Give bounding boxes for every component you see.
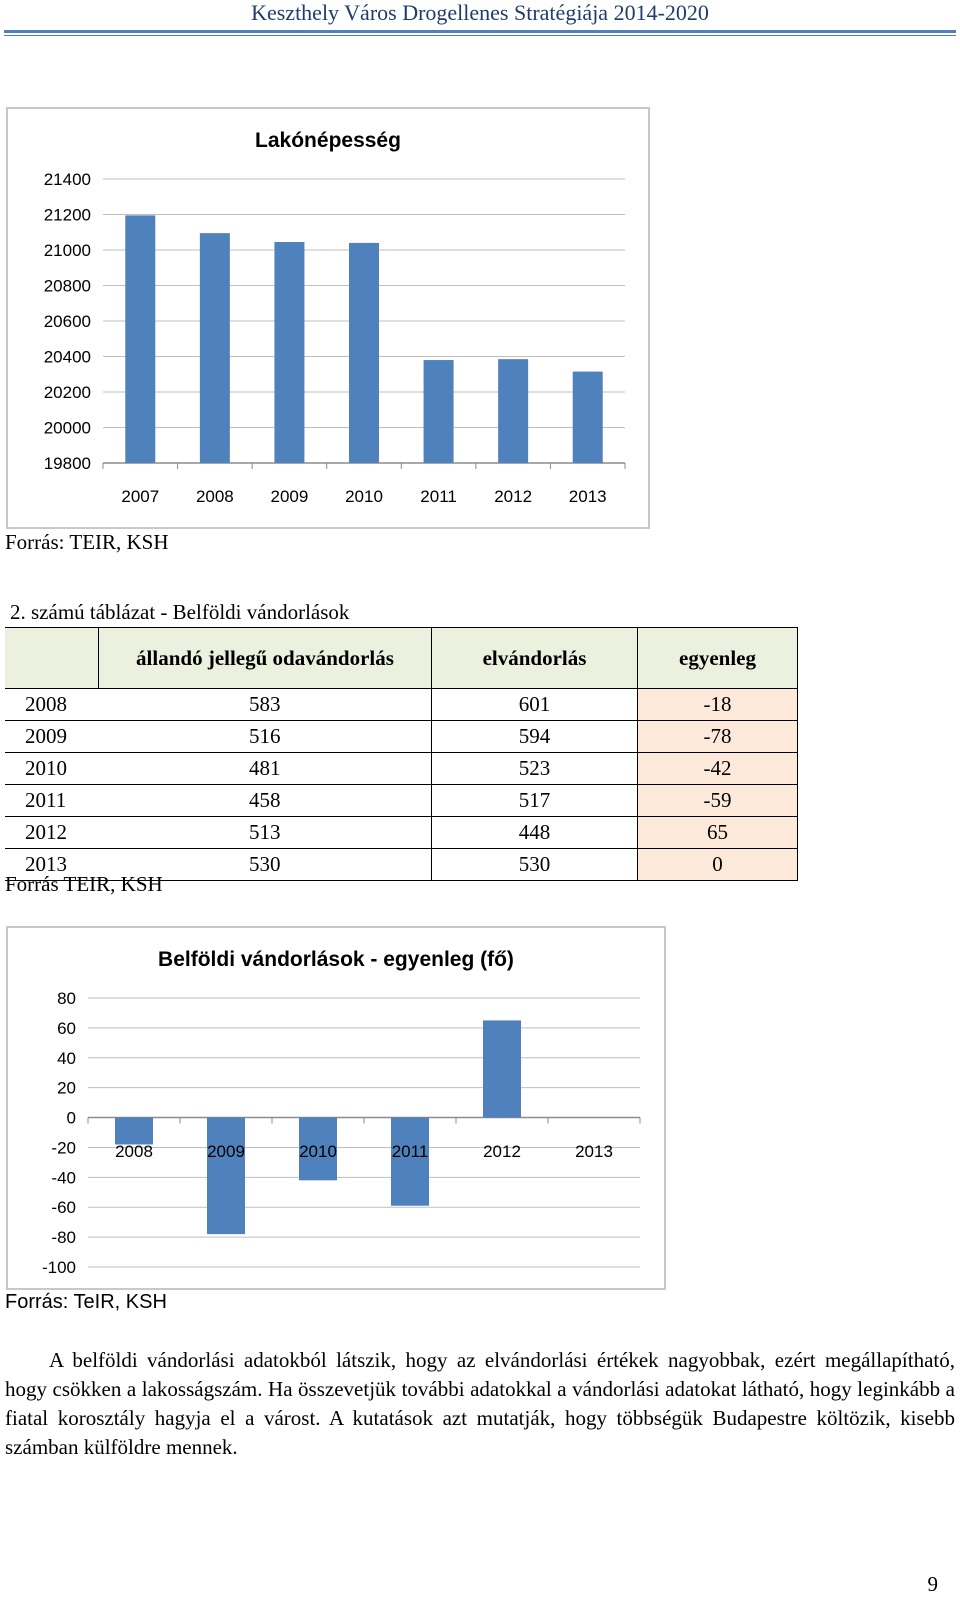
- balance-cell: 65: [637, 816, 798, 849]
- y-tick-label: 21400: [44, 170, 91, 189]
- emigration-cell: 517: [431, 784, 638, 817]
- table-body: 2008 583 601 -18 2009 516 594 -78 2010 481 523 -42 2…: [5, 688, 798, 881]
- header-cell-emigration: elvándorlás: [431, 627, 638, 689]
- immigration-cell: 583: [98, 688, 432, 721]
- x-tick-label: 2012: [494, 487, 532, 506]
- source-note-3: Forrás: TeIR, KSH: [5, 1291, 167, 1313]
- x-tick-label: 2010: [345, 487, 383, 506]
- migration-balance-chart-svg: Belföldi vándorlások - egyenleg (fő) 80 60…: [42, 948, 641, 1277]
- header-rule-thin: [4, 35, 956, 36]
- y-tick-label: -80: [51, 1228, 76, 1247]
- bar-2011: [391, 1117, 429, 1206]
- x-tick-label: 2007: [121, 487, 159, 506]
- y-tick-label: 40: [57, 1049, 76, 1068]
- emigration-cell: 594: [431, 720, 638, 753]
- y-tick-label: 20: [57, 1079, 76, 1098]
- source-note-2: Forrás TEIR, KSH: [5, 872, 163, 896]
- emigration-cell: 601: [431, 688, 638, 721]
- bar-2007: [125, 215, 156, 463]
- bar-2011: [423, 360, 454, 463]
- year-cell: 2011: [5, 784, 99, 817]
- x-tick-label: 2008: [196, 487, 234, 506]
- body-paragraph: A belföldi vándorlási adatokból látszik,…: [5, 1346, 955, 1462]
- population-chart-svg: Lakónépesség 21400 21200 21000 20800 20600 204…: [44, 129, 626, 506]
- y-tick-label: -20: [51, 1138, 76, 1157]
- header-cell-immigration: állandó jellegű odavándorlás: [98, 627, 432, 689]
- x-tick-label: 2009: [207, 1142, 245, 1161]
- x-tick-label: 2010: [299, 1142, 337, 1161]
- table-caption: 2. számú táblázat - Belföldi vándorlások: [10, 600, 350, 624]
- header-cell-balance: egyenleg: [637, 627, 798, 689]
- y-tick-label: 0: [67, 1109, 76, 1128]
- chart-title: Lakónépesség: [255, 129, 401, 152]
- y-tick-label: 19800: [44, 454, 91, 473]
- population-chart: Lakónépesség 21400 21200 21000 20800 20600 204…: [6, 107, 650, 529]
- bar-2008: [115, 1117, 153, 1145]
- bar-2010: [349, 242, 379, 463]
- y-tick-label: 20600: [44, 312, 91, 331]
- emigration-cell: 448: [431, 816, 638, 849]
- header-cell-empty: [5, 627, 99, 689]
- y-tick-label: 21000: [44, 241, 91, 260]
- y-tick-label: 21200: [44, 206, 91, 225]
- y-tick-label: -40: [51, 1168, 76, 1187]
- page-number: 9: [927, 1572, 939, 1596]
- balance-cell: -18: [637, 688, 798, 721]
- migration-table: állandó jellegű odavándorlás elvándorlás…: [5, 627, 798, 881]
- table-row: 2013 530 530 0: [5, 848, 798, 881]
- migration-balance-chart: Belföldi vándorlások - egyenleg (fő) 80 60…: [6, 926, 666, 1290]
- year-cell: 2010: [5, 752, 99, 785]
- chart-title: Belföldi vándorlások - egyenleg (fő): [158, 948, 514, 971]
- bar-2013: [572, 371, 603, 463]
- immigration-cell: 458: [98, 784, 432, 817]
- x-tick-label: 2013: [569, 487, 607, 506]
- immigration-cell: 513: [98, 816, 432, 849]
- y-tick-label: -60: [51, 1198, 76, 1217]
- x-tick-label: 2008: [115, 1142, 153, 1161]
- x-tick-label: 2011: [420, 487, 457, 506]
- y-tick-label: 60: [57, 1019, 76, 1038]
- bar-2008: [199, 233, 230, 463]
- emigration-cell: 523: [431, 752, 638, 785]
- table-row: 2011 458 517 -59: [5, 784, 798, 817]
- balance-cell: -78: [637, 720, 798, 753]
- emigration-cell: 530: [431, 848, 638, 881]
- balance-cell: -59: [637, 784, 798, 817]
- x-tick-label: 2011: [392, 1142, 429, 1161]
- table-row: 2010 481 523 -42: [5, 752, 798, 785]
- y-tick-label: -100: [42, 1258, 76, 1277]
- table-header-row: állandó jellegű odavándorlás elvándorlás…: [5, 627, 798, 689]
- y-tick-label: 20200: [44, 383, 91, 402]
- x-tick-label: 2012: [483, 1142, 521, 1161]
- y-tick-label: 80: [57, 989, 76, 1008]
- year-cell: 2012: [5, 816, 99, 849]
- year-cell: 2009: [5, 720, 99, 753]
- year-cell: 2013: [5, 848, 99, 881]
- balance-cell: 0: [637, 848, 798, 881]
- y-tick-label: 20800: [44, 277, 91, 296]
- bar-2009: [274, 242, 305, 463]
- source-note-1: Forrás: TEIR, KSH: [5, 530, 169, 554]
- bar-2012: [498, 359, 529, 463]
- table-row: 2009 516 594 -78: [5, 720, 798, 753]
- bar-2012: [483, 1020, 521, 1118]
- balance-cell: -42: [637, 752, 798, 785]
- x-tick-label: 2009: [271, 487, 309, 506]
- bar-2010: [299, 1117, 337, 1181]
- body-paragraph-text: A belföldi vándorlási adatokból látszik,…: [5, 1348, 955, 1459]
- table-row: 2008 583 601 -18: [5, 688, 798, 721]
- immigration-cell: 530: [98, 848, 432, 881]
- year-cell: 2008: [5, 688, 99, 721]
- x-tick-label: 2013: [575, 1142, 613, 1161]
- page-header-title: Keszthely Város Drogellenes Stratégiája …: [251, 0, 709, 25]
- y-tick-label: 20000: [44, 419, 91, 438]
- table-row: 2012 513 448 65: [5, 816, 798, 849]
- y-tick-label: 20400: [44, 348, 91, 367]
- immigration-cell: 516: [98, 720, 432, 753]
- bar-2009: [207, 1117, 245, 1235]
- immigration-cell: 481: [98, 752, 432, 785]
- header-rule: [4, 30, 956, 33]
